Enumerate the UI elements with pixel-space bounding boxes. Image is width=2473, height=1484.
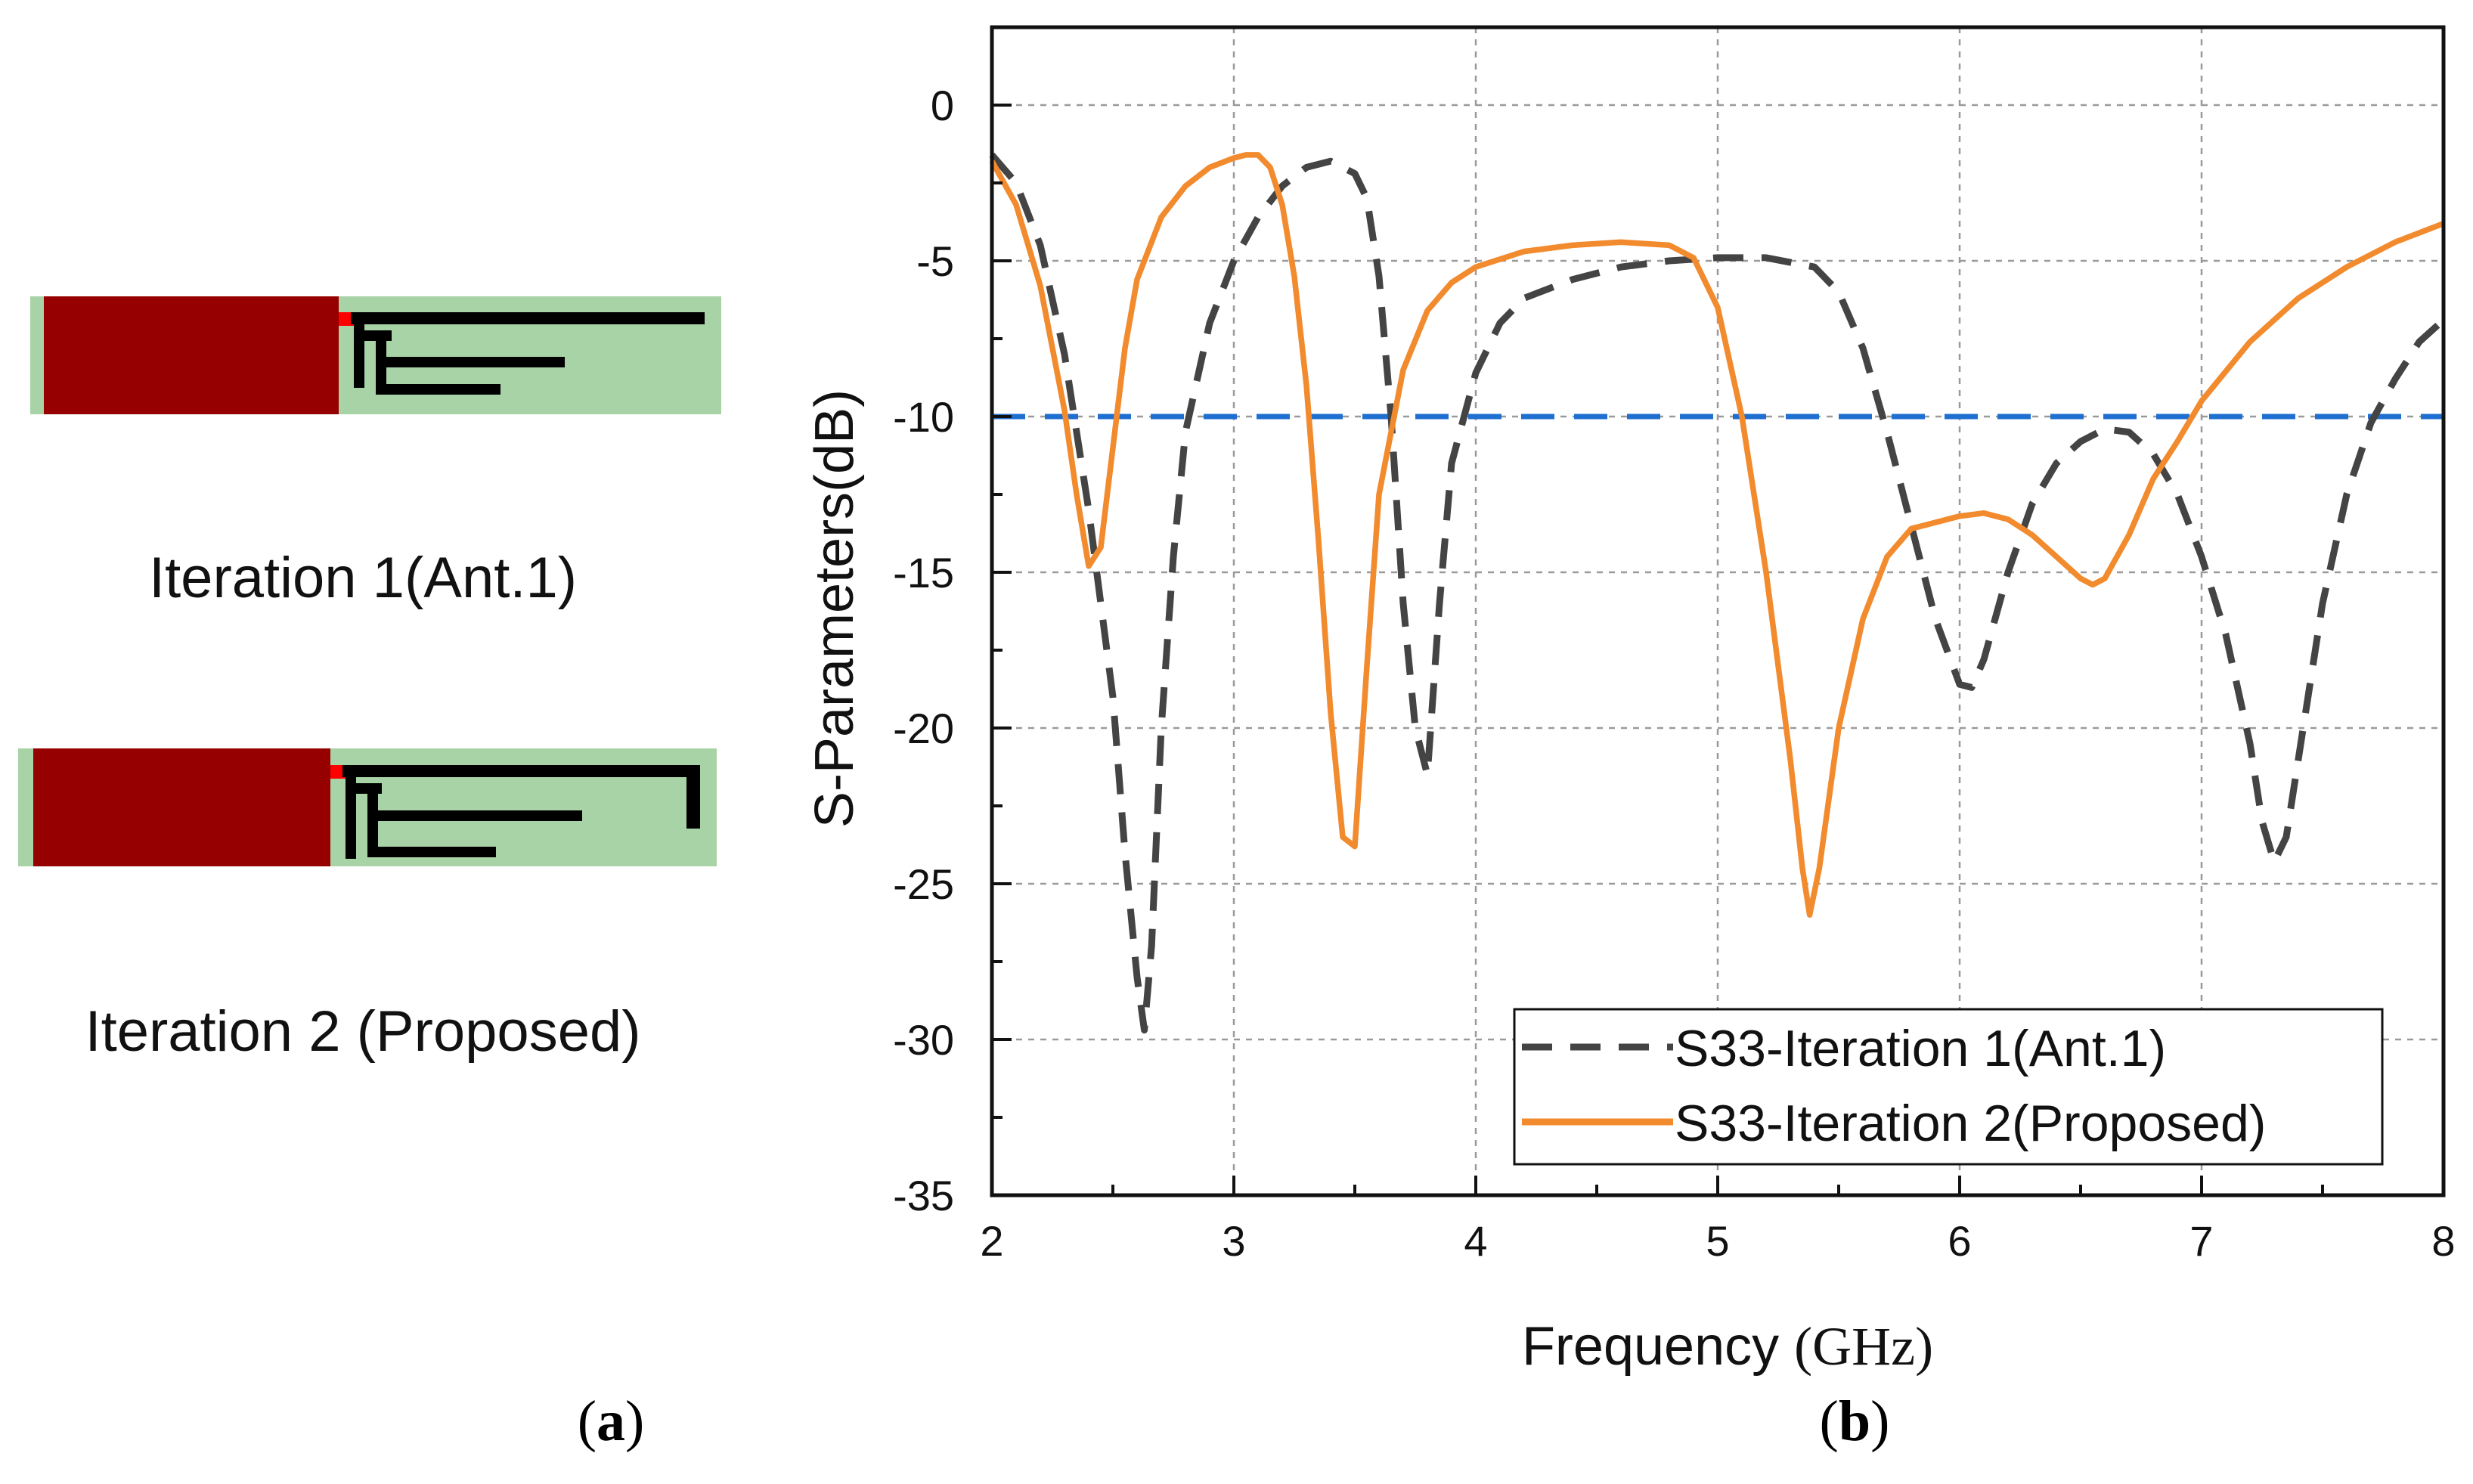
feed-point: [339, 312, 354, 326]
tick-labels: 2 3 4 5 6 7 8 0 -5 -10 -15 -20 -25 -30 -35: [893, 82, 2456, 1265]
y-tick-label: -30: [893, 1016, 954, 1064]
x-tick-label: 3: [1222, 1217, 1245, 1265]
x-tick-label: 7: [2189, 1217, 2213, 1265]
grid: [992, 27, 2444, 1195]
y-tick-label: -35: [893, 1172, 954, 1219]
x-tick-label: 2: [980, 1217, 1003, 1265]
y-axis-title: S-Parameters(dB): [804, 389, 865, 828]
antenna-iteration-1: [30, 296, 721, 414]
ground-plane: [44, 296, 339, 414]
panel-a-label: (a): [578, 1390, 645, 1453]
radiator-traces: [342, 765, 700, 859]
x-tick-label: 6: [1948, 1217, 1971, 1265]
ticks: [990, 26, 2445, 1197]
y-tick-label: 0: [931, 82, 954, 129]
iteration1-caption: Iteration 1(Ant.1): [149, 546, 577, 610]
feed-point: [330, 765, 346, 779]
legend-box: [1513, 1008, 2384, 1166]
radiator-traces: [351, 312, 705, 395]
panel-b-label: (b): [1820, 1390, 1890, 1453]
y-tick-label: -15: [893, 549, 954, 596]
x-tick-label: 4: [1464, 1217, 1487, 1265]
x-axis-title: Frequency (GHz): [1522, 1316, 1933, 1377]
antenna-iteration-2: [18, 748, 717, 866]
series-line-1: [989, 152, 2447, 1034]
legend: S33-Iteration 1(Ant.1) S33-Iteration 2(P…: [1513, 1008, 2384, 1166]
y-tick-label: -20: [893, 705, 954, 752]
y-tick-label: -10: [893, 393, 954, 441]
ground-plane: [33, 748, 330, 866]
x-tick-label: 5: [1706, 1217, 1729, 1265]
y-tick-label: -25: [893, 860, 954, 908]
series-line-2: [989, 152, 2445, 918]
legend-label-iteration-2: S33-Iteration 2(Proposed): [1675, 1095, 2266, 1152]
legend-label-iteration-1: S33-Iteration 1(Ant.1): [1675, 1020, 2166, 1077]
iteration2-caption: Iteration 2 (Proposed): [85, 999, 640, 1064]
series-layer: [989, 152, 2447, 1034]
x-tick-label: 8: [2431, 1217, 2455, 1265]
y-tick-label: -5: [916, 237, 954, 285]
